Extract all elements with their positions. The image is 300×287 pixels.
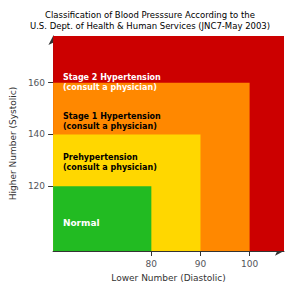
svg-text:120: 120 (28, 181, 45, 191)
svg-text:Prehypertension: Prehypertension (63, 153, 138, 162)
svg-text:140: 140 (28, 129, 45, 139)
svg-text:(consult a physician): (consult a physician) (63, 122, 157, 131)
svg-text:Normal: Normal (63, 218, 100, 228)
svg-text:100: 100 (241, 259, 258, 269)
svg-text:Stage 2 Hypertension: Stage 2 Hypertension (63, 73, 161, 82)
svg-text:160: 160 (28, 78, 45, 88)
svg-text:Lower Number (Diastolic): Lower Number (Diastolic) (111, 273, 225, 283)
svg-text:U.S. Dept. of Health & Human S: U.S. Dept. of Health & Human Services (J… (30, 21, 270, 31)
svg-text:90: 90 (195, 259, 207, 269)
svg-text:Classification of Blood Presss: Classification of Blood Presssure Accord… (45, 10, 255, 20)
svg-text:80: 80 (146, 259, 158, 269)
svg-text:(consult a physician): (consult a physician) (63, 163, 157, 172)
svg-text:(consult a physician): (consult a physician) (63, 83, 157, 92)
svg-text:Stage 1 Hypertension: Stage 1 Hypertension (63, 112, 161, 121)
svg-text:Higher Number (Systolic): Higher Number (Systolic) (8, 87, 18, 201)
